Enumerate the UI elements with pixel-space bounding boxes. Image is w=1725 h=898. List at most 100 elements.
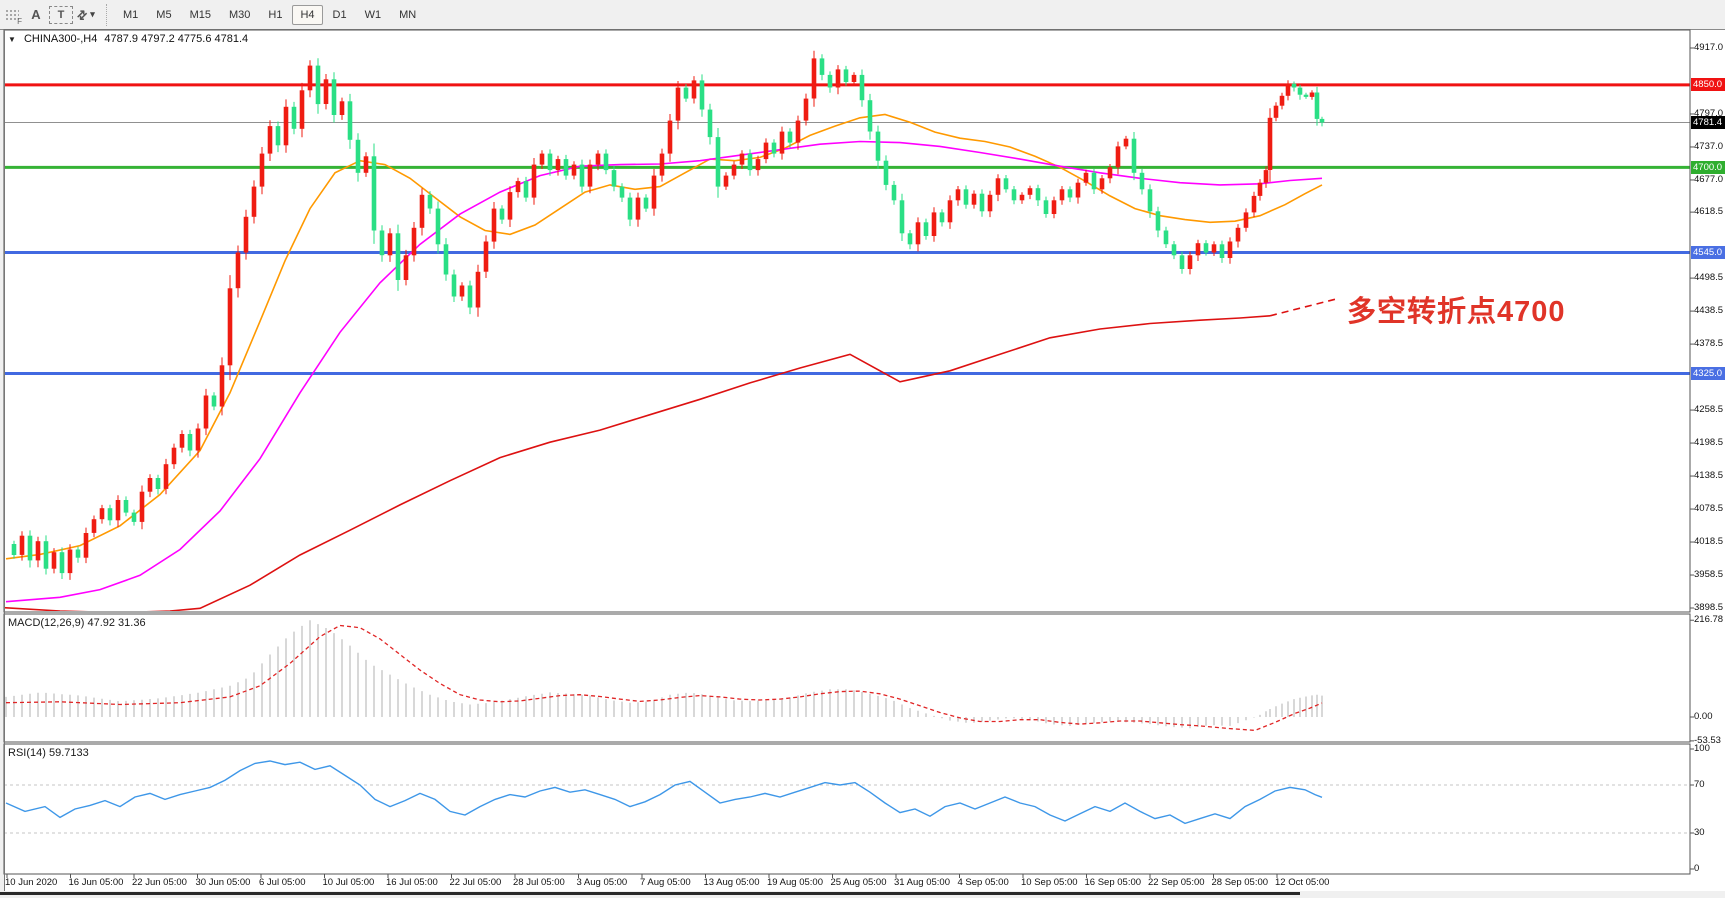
candle-body xyxy=(1257,182,1263,196)
date-label: 28 Jul 05:00 xyxy=(513,877,565,888)
price-tick-label: 4078.5 xyxy=(1694,503,1724,515)
candle-body xyxy=(1043,200,1049,214)
chart-text-annotation[interactable]: 多空转折点4700 xyxy=(1347,296,1566,328)
candle-body xyxy=(187,434,193,451)
price-tick-label: 3898.5 xyxy=(1694,602,1724,613)
candle-body xyxy=(779,131,785,154)
candle-body xyxy=(35,541,41,561)
date-label: 16 Jul 05:00 xyxy=(386,877,438,888)
candle-body xyxy=(1115,146,1121,168)
date-label: 28 Sep 05:00 xyxy=(1211,877,1269,888)
price-line-label-4545.0: 4545.0 xyxy=(1691,246,1725,260)
candle-body xyxy=(651,175,657,209)
price-tick-label: 4138.5 xyxy=(1694,470,1724,482)
candle-body xyxy=(11,544,17,555)
candle-body xyxy=(1171,244,1177,256)
candle-body xyxy=(323,79,329,104)
candle-body xyxy=(203,395,209,429)
candle-body xyxy=(451,274,457,297)
candle-body xyxy=(1067,189,1073,198)
candle-body xyxy=(1187,255,1193,269)
candle-body xyxy=(1291,83,1297,88)
timeframe-button-H4[interactable]: H4 xyxy=(292,4,323,25)
candle-body xyxy=(515,181,521,193)
candle-body xyxy=(195,428,201,451)
candle-body xyxy=(459,285,465,297)
timeframe-button-H1[interactable]: H1 xyxy=(268,8,283,21)
candle-body xyxy=(635,197,641,220)
timeframe-button-W1[interactable]: W1 xyxy=(364,8,382,21)
candle-body xyxy=(547,153,553,171)
timeframe-button-D1[interactable]: D1 xyxy=(332,8,347,21)
candle-body xyxy=(67,549,73,574)
candle-body xyxy=(1083,172,1089,183)
candle-body xyxy=(907,233,913,245)
symbol-dropdown-icon[interactable]: ▼ xyxy=(8,35,16,44)
timeframe-button-M1[interactable]: M1 xyxy=(123,8,139,21)
main-price-panel[interactable] xyxy=(4,50,1690,613)
candle-body xyxy=(275,126,281,146)
candle-body xyxy=(123,500,129,513)
rsi-indicator-label: RSI(14) 59.7133 xyxy=(8,747,89,759)
candle-body xyxy=(267,126,273,154)
candle-body xyxy=(867,100,873,132)
scrollbar-thumb[interactable] xyxy=(0,892,1300,895)
candle-body xyxy=(619,186,625,198)
toolbar-separator xyxy=(106,3,108,26)
price-tick-label: 4797.0 xyxy=(1694,107,1724,119)
candle-body xyxy=(307,65,313,91)
timeframe-button-M15[interactable]: M15 xyxy=(189,8,211,21)
candle-body xyxy=(987,194,993,212)
candle-body xyxy=(211,395,217,407)
rsi-panel[interactable] xyxy=(4,760,1690,834)
timeframe-button-M5[interactable]: M5 xyxy=(156,8,172,21)
macd-tick-label: 0.00 xyxy=(1694,711,1713,722)
candle-body xyxy=(683,87,689,99)
candle-body xyxy=(1243,212,1249,228)
symbol-label[interactable]: ▼ CHINA300-,H4 4787.9 4797.2 4775.6 4781… xyxy=(8,33,252,45)
candle-body xyxy=(315,65,321,105)
candle-body xyxy=(467,285,473,308)
macd-panel[interactable] xyxy=(5,620,1323,732)
candle-body xyxy=(891,184,897,201)
timeframe-button-MN[interactable]: MN xyxy=(399,8,417,21)
text-a-icon[interactable]: A xyxy=(31,7,41,22)
candle-body xyxy=(1139,172,1145,190)
date-label: 22 Jun 05:00 xyxy=(132,877,187,888)
grid-f-icon[interactable]: F xyxy=(1,4,23,26)
timeframe-button-group: M1 M5 M15 M30 H1 H4 D1 W1 MN xyxy=(114,4,425,25)
candle-body xyxy=(163,464,169,489)
candle-body xyxy=(155,478,161,489)
text-box-icon[interactable]: T xyxy=(49,5,73,24)
candle-body xyxy=(939,212,945,223)
horizontal-scrollbar[interactable] xyxy=(0,891,1725,898)
candle-body xyxy=(75,549,81,558)
candle-body xyxy=(723,175,729,187)
date-label: 13 Aug 05:00 xyxy=(703,877,760,888)
candle-body xyxy=(659,153,665,176)
date-label: 10 Jul 05:00 xyxy=(322,877,375,888)
candle-body xyxy=(995,178,1001,195)
candle-body xyxy=(387,233,393,256)
candle-body xyxy=(675,87,681,121)
arrows-icon[interactable]: ⇄ ▾ xyxy=(74,4,97,26)
candle-body xyxy=(51,552,57,569)
candle-body xyxy=(899,200,905,234)
candle-body xyxy=(355,139,361,173)
candle-body xyxy=(771,142,777,154)
candle-body xyxy=(739,153,745,165)
candle-body xyxy=(499,208,505,220)
macd-indicator-label: MACD(12,26,9) 47.92 31.36 xyxy=(8,617,146,629)
price-line-label-4325.0: 4325.0 xyxy=(1691,367,1725,380)
candle-body xyxy=(875,131,881,161)
candle-body xyxy=(1091,172,1097,190)
grip-dots-icon xyxy=(5,8,19,21)
candle-body xyxy=(403,255,409,280)
dropdown-caret-icon: ▾ xyxy=(90,9,95,19)
candle-body xyxy=(587,164,593,187)
rsi-tick-label: 70 xyxy=(1694,779,1705,790)
date-label: 30 Jun 05:00 xyxy=(195,877,251,888)
symbol-name: CHINA300-,H4 xyxy=(23,33,98,45)
timeframe-button-M30[interactable]: M30 xyxy=(228,8,251,21)
